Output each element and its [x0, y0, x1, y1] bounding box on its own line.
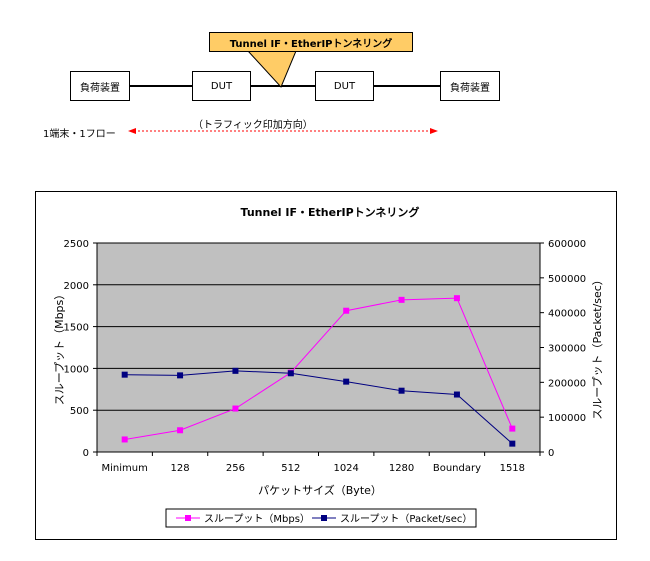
data-point-pps: [232, 367, 239, 374]
x-tick-label: 512: [281, 463, 300, 474]
link-line-2: [251, 85, 315, 87]
series-line-mbps: [124, 297, 513, 440]
traffic-direction-label: （トラフィック印加方向）: [193, 120, 313, 131]
data-point-pps: [453, 391, 460, 398]
y2-tick-label: 600000: [548, 239, 586, 250]
link-line-1: [130, 85, 192, 87]
data-point-pps: [121, 371, 128, 378]
x-tick-label: Boundary: [433, 463, 481, 474]
y2-tick-label: 500000: [548, 274, 586, 285]
legend-label-pps: スループット（Packet/sec）: [340, 513, 472, 525]
load-device-left: 負荷装置: [70, 71, 130, 101]
y-tick-label: 500: [70, 406, 89, 417]
x-tick-label: 1024: [333, 463, 358, 474]
legend-marker-mbps: [185, 515, 191, 521]
x-tick-label: Minimum: [102, 463, 148, 474]
y2-tick-label: 100000: [548, 413, 586, 424]
dut-left: DUT: [192, 71, 251, 101]
series-line-pps: [124, 370, 513, 445]
x-tick-label: 1518: [500, 463, 525, 474]
plot-background: [96, 242, 541, 453]
y2-tick-label: 300000: [548, 344, 586, 355]
data-point-mbps: [121, 436, 128, 443]
x-axis-label: パケットサイズ（Byte）: [258, 483, 382, 497]
data-point-pps: [509, 440, 516, 447]
y-axis-label: スループット（Mbps）: [53, 289, 66, 406]
data-point-mbps: [509, 425, 516, 432]
link-line-3: [374, 85, 440, 87]
flow-label: 1端末・1フロー: [43, 129, 116, 140]
data-point-mbps: [232, 405, 239, 412]
y2-tick-label: 200000: [548, 378, 586, 389]
data-point-pps: [177, 372, 184, 379]
chart-title: Tunnel IF・EtherIPトンネリング: [241, 205, 420, 219]
x-tick-label: 128: [171, 463, 190, 474]
plot-area: 0 500 1000 1500 2000 2500 0 100000 200000 300000 4…: [64, 239, 587, 474]
y2-axis-label: スループット（Packet/sec）: [591, 274, 604, 420]
legend: スループット（Mbps） スループット（Packet/sec）: [165, 508, 477, 528]
y-tick-label: 2500: [64, 239, 89, 250]
y2-tick-label: 400000: [548, 309, 586, 320]
x-tick-label: 1280: [389, 463, 414, 474]
y2-tick-label: 0: [548, 448, 554, 459]
y-tick-label: 2000: [64, 281, 89, 292]
y-tick-label: 0: [83, 448, 89, 459]
y-tick-label: 1500: [64, 323, 89, 334]
load-device-right: 負荷装置: [440, 71, 500, 101]
legend-label-mbps: スループット（Mbps）: [204, 513, 310, 525]
data-point-mbps: [177, 427, 184, 434]
data-point-mbps: [453, 295, 460, 302]
legend-marker-pps: [321, 515, 327, 521]
callout-label: Tunnel IF・EtherIPトンネリング: [209, 32, 413, 52]
dut-right: DUT: [315, 71, 374, 101]
x-tick-label: 256: [226, 463, 245, 474]
data-point-mbps: [343, 307, 350, 314]
data-point-pps: [343, 378, 350, 385]
y-tick-label: 1000: [64, 364, 89, 375]
data-point-pps: [287, 370, 294, 377]
data-point-pps: [398, 387, 405, 394]
traffic-arrow: [128, 128, 438, 134]
data-point-mbps: [398, 296, 405, 303]
